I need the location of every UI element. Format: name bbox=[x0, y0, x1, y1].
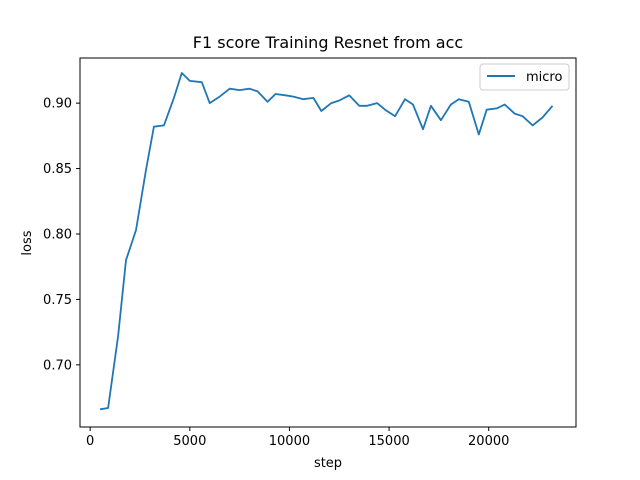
legend: micro bbox=[479, 63, 570, 91]
x-axis-label: step bbox=[314, 456, 342, 471]
y-tick-label: 0.75 bbox=[43, 293, 72, 308]
x-axis: 0 5000 10000 15000 20000 bbox=[86, 427, 509, 449]
legend-label-micro: micro bbox=[526, 70, 562, 85]
series-line-micro bbox=[99, 72, 554, 411]
y-axis: 0.70 0.75 0.80 0.85 0.90 bbox=[43, 97, 80, 373]
chart-title: F1 score Training Resnet from acc bbox=[193, 33, 463, 52]
y-tick-label: 0.70 bbox=[43, 358, 72, 373]
y-tick-label: 0.90 bbox=[43, 97, 72, 112]
plot-area bbox=[79, 57, 577, 428]
x-tick-label: 5000 bbox=[173, 434, 206, 449]
legend-box bbox=[479, 63, 570, 91]
y-tick-label: 0.85 bbox=[43, 162, 72, 177]
x-tick-label: 20000 bbox=[468, 434, 509, 449]
x-tick-label: 0 bbox=[86, 434, 94, 449]
series-layer bbox=[99, 72, 554, 411]
x-tick-label: 15000 bbox=[368, 434, 409, 449]
y-tick-label: 0.80 bbox=[43, 227, 72, 242]
y-axis-label: loss bbox=[20, 230, 35, 255]
x-tick-label: 10000 bbox=[269, 434, 310, 449]
